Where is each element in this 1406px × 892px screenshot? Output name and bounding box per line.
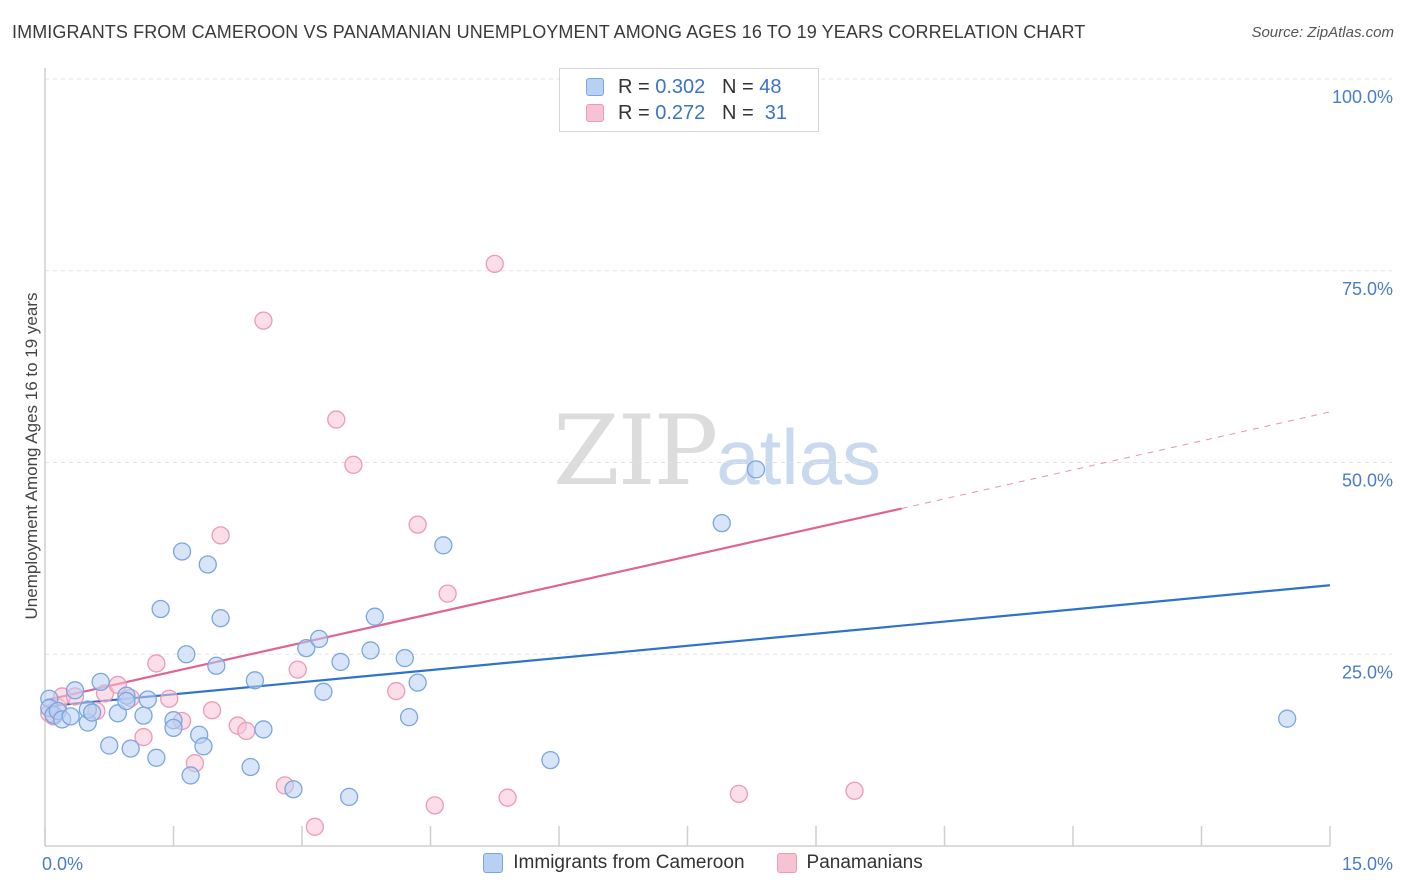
legend-n-label: N = [721,75,754,98]
data-point [284,780,303,799]
data-point [160,689,179,708]
data-point [134,727,153,747]
data-point [344,455,363,474]
data-point [331,652,350,672]
y-tick-label: 25.0% [1342,662,1393,682]
data-point [387,681,406,701]
data-point [121,739,140,758]
data-point [82,703,102,722]
x-tick-label: 0.0% [42,854,83,874]
data-point [100,736,119,755]
series-label-panamanians: Panamanians [806,852,923,873]
series-legend-panamanians[interactable]: Panamanians [776,852,923,874]
data-point [485,254,504,273]
data-point [314,682,333,701]
data-point [177,645,196,664]
y-tick-label: 100.0% [1332,87,1393,107]
data-point [729,784,749,803]
data-point [194,737,213,756]
data-point [408,515,427,534]
data-point [746,460,766,479]
chart-title: IMMIGRANTS FROM CAMEROON VS PANAMANIAN U… [12,22,1086,42]
legend-row-panamanians: R = 0.272 N = 31 [586,100,787,126]
source-label: Source: ZipAtlas.com [1251,24,1394,41]
legend-r-value: 0.272 [655,101,706,124]
data-point [305,817,325,836]
data-point [61,707,80,726]
data-point [339,787,359,807]
y-tick-label: 75.0% [1342,279,1393,299]
series-swatch-blue [483,853,504,873]
series-legend-cameroon[interactable]: Immigrants from Cameroon [483,852,745,874]
trendline [44,507,902,702]
data-point [288,660,307,679]
legend-r-value: 0.302 [655,75,706,98]
trendlines [44,411,1331,708]
data-point [211,609,230,628]
watermark-zip: ZIP [553,395,718,507]
data-point [241,757,260,777]
y-axis-label: Unemployment Among Ages 16 to 19 years [22,292,41,620]
data-point [245,671,265,690]
legend-swatch-pink [586,104,604,122]
data-point [181,766,200,785]
legend-swatch-blue [586,78,604,96]
data-point [147,654,166,673]
data-point [134,706,153,725]
legend-r-label: R = [618,101,650,124]
data-point [395,648,414,668]
data-point [408,673,427,692]
data-point [365,607,384,626]
data-point [237,721,256,741]
data-point [91,672,110,692]
data-point [434,536,453,555]
data-point [399,707,419,727]
data-point [164,718,183,738]
data-point [202,701,222,720]
watermark: ZIPatlas [553,395,881,507]
data-point [147,748,166,767]
legend-n-label: N = [721,101,754,124]
y-tick-label: 50.0% [1342,471,1393,491]
correlation-legend: R = 0.302 N = 48 R = 0.272 N = 31 [559,68,819,132]
data-point [327,410,346,429]
data-point [1278,709,1297,728]
data-point [117,691,136,711]
data-point [498,788,517,807]
legend-n-value: 48 [759,75,782,98]
data-points [40,254,1297,836]
series-legend: Immigrants from Cameroon Panamanians [0,852,1406,874]
data-point [438,584,457,603]
series-swatch-pink [776,853,797,873]
data-point [254,720,273,739]
data-point [198,555,217,574]
legend-row-cameroon: R = 0.302 N = 48 [586,74,781,100]
watermark-atlas: atlas [716,413,881,501]
trendline [44,584,1331,708]
data-point [151,599,170,619]
x-tick-label: 15.0% [1342,854,1393,874]
data-point [65,681,85,700]
series-label-cameroon: Immigrants from Cameroon [513,852,745,873]
grid-lines [45,78,1392,655]
data-point [207,656,226,675]
data-point [254,311,273,330]
trendline-extension [901,411,1331,510]
data-point [845,781,864,800]
data-point [211,526,230,545]
tick-labels: 25.0% 50.0% 75.0% 100.0% 0.0% 15.0% [42,87,1393,874]
legend-n-value: 31 [764,101,788,124]
data-point [297,638,316,658]
data-point [425,796,444,815]
data-point [138,690,157,709]
legend-r-label: R = [618,75,650,98]
data-point [172,542,192,561]
data-point [361,641,380,660]
data-point [712,513,731,533]
data-point [309,629,329,649]
data-point [541,750,560,770]
